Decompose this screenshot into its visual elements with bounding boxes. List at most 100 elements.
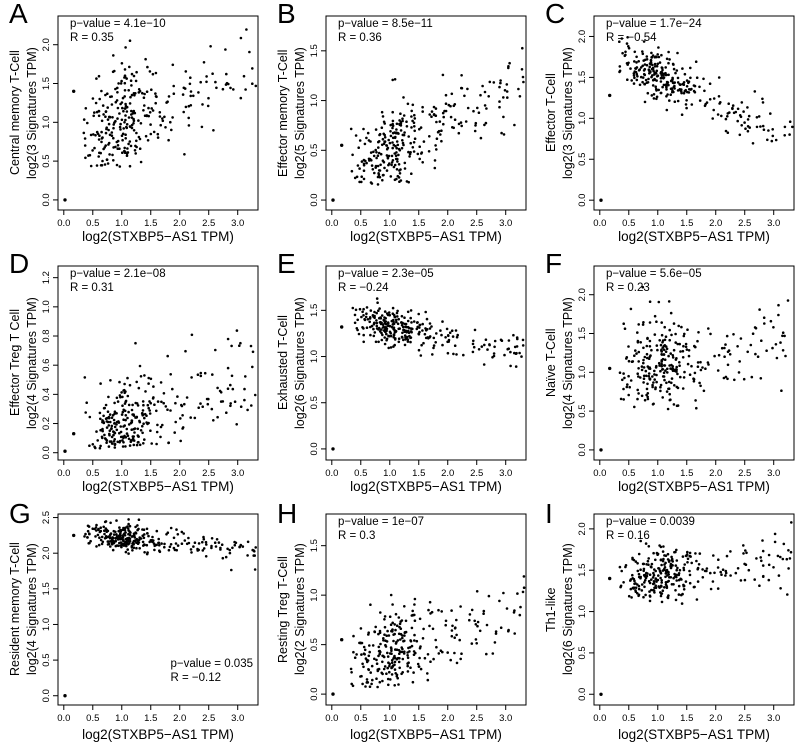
y-axis-title-B: Effector memory T-Cell log2(5 Signatures… xyxy=(276,16,308,210)
svg-text:3.0: 3.0 xyxy=(231,468,244,479)
y-axis-line2: log2(4 Signatures TPM) xyxy=(24,543,39,676)
svg-text:0.0: 0.0 xyxy=(577,688,588,701)
svg-text:0.8: 0.8 xyxy=(41,329,52,342)
panel-letter-I: I xyxy=(545,500,553,529)
svg-text:0.0: 0.0 xyxy=(325,713,338,724)
svg-text:1.0: 1.0 xyxy=(41,618,52,631)
svg-text:1.0: 1.0 xyxy=(383,713,396,724)
svg-text:1.0: 1.0 xyxy=(115,218,128,229)
svg-text:2.0: 2.0 xyxy=(173,218,186,229)
svg-text:1.5: 1.5 xyxy=(144,713,157,724)
p-value-text: p−value = 1e−07 xyxy=(338,516,425,528)
p-value-text: p−value = 8.5e−11 xyxy=(338,18,433,30)
svg-text:0.0: 0.0 xyxy=(57,218,70,229)
svg-text:1.0: 1.0 xyxy=(651,468,664,479)
x-axis-title-C: log2(STXBP5−AS1 TPM) xyxy=(618,229,770,244)
svg-text:0.5: 0.5 xyxy=(309,396,320,409)
y-axis-line2: log2(6 Signatures TPM) xyxy=(292,297,307,429)
svg-text:0.5: 0.5 xyxy=(86,713,99,724)
panel-letter-E: E xyxy=(277,250,296,279)
panel-letter-G: G xyxy=(9,500,31,529)
svg-text:0.0: 0.0 xyxy=(577,443,588,456)
svg-text:1.5: 1.5 xyxy=(144,468,157,479)
svg-text:1.0: 1.0 xyxy=(41,116,52,129)
svg-text:0.5: 0.5 xyxy=(622,713,635,724)
svg-text:0.5: 0.5 xyxy=(354,468,367,479)
y-axis-line2: log2(5 Signatures TPM) xyxy=(292,47,307,179)
y-axis-line2: log2(3 Signatures TPM) xyxy=(560,47,575,179)
r-value-text: R = 0.23 xyxy=(606,282,650,294)
panel-A: 0.0 0.5 1.0 1.5 2.0 2.5 3.0 0.0 0.5 1.0 1.5 2.0 A C… xyxy=(0,0,268,250)
panel-F: 0.0 0.5 1.0 1.5 2.0 2.5 3.0 0.0 0.5 1.0 1.5 2.0 F N… xyxy=(536,250,805,500)
svg-text:1.5: 1.5 xyxy=(41,582,52,595)
svg-text:3.0: 3.0 xyxy=(499,218,512,229)
p-value-text: p−value = 1.7e−24 xyxy=(606,18,702,30)
svg-text:0.5: 0.5 xyxy=(622,468,635,479)
svg-text:1.5: 1.5 xyxy=(577,564,588,577)
p-value-text: p−value = 2.3e−05 xyxy=(338,268,434,280)
svg-text:2.0: 2.0 xyxy=(441,468,454,479)
scatter-plot-I: 0.0 0.5 1.0 1.5 2.0 2.5 3.0 0.0 0.5 1.0 1.5 2.0 xyxy=(577,513,795,724)
panel-B: 0.0 0.5 1.0 1.5 2.0 2.5 3.0 0.0 0.5 1.0 1.5 B Effe… xyxy=(268,0,536,250)
x-axis-title-A: log2(STXBP5−AS1 TPM) xyxy=(82,229,234,244)
scatter-plot-G: 0.0 0.5 1.0 1.5 2.0 2.5 3.0 0.0 0.5 1.0 1.5 2.0 2.5 xyxy=(41,511,259,724)
y-axis-title-C: Effector T-Cell log2(3 Signatures TPM) xyxy=(544,16,576,210)
stats-annotation-G: p−value = 0.035 R = −0.12 xyxy=(171,657,254,685)
svg-text:1.0: 1.0 xyxy=(309,589,320,602)
y-axis-line2: log2(4 Signatures TPM) xyxy=(560,297,575,429)
svg-text:2.0: 2.0 xyxy=(709,218,722,229)
svg-text:0.5: 0.5 xyxy=(622,218,635,229)
svg-text:3.0: 3.0 xyxy=(767,218,780,229)
svg-text:0.0: 0.0 xyxy=(41,193,52,206)
y-axis-line2: log2(6 Signatures TPM) xyxy=(560,543,575,676)
svg-text:1.5: 1.5 xyxy=(412,713,425,724)
svg-text:1.5: 1.5 xyxy=(412,218,425,229)
svg-text:1.5: 1.5 xyxy=(309,304,320,317)
stats-annotation-A: p−value = 4.1e−10 R = 0.35 xyxy=(70,17,166,45)
svg-text:0.0: 0.0 xyxy=(325,468,338,479)
svg-text:0.0: 0.0 xyxy=(309,442,320,455)
y-axis-line1: Th1-like xyxy=(544,587,558,632)
svg-text:0.5: 0.5 xyxy=(41,155,52,168)
y-axis-line2: log2(4 Signatures TPM) xyxy=(24,297,39,429)
svg-text:0.0: 0.0 xyxy=(593,468,606,479)
scatter-plot-E: 0.0 0.5 1.0 1.5 2.0 2.5 3.0 0.0 0.5 1.0 1.5 xyxy=(309,265,527,479)
svg-text:0.5: 0.5 xyxy=(577,153,588,166)
svg-text:2.0: 2.0 xyxy=(173,468,186,479)
svg-text:0.5: 0.5 xyxy=(577,405,588,418)
scatter-plot-F: 0.0 0.5 1.0 1.5 2.0 2.5 3.0 0.0 0.5 1.0 1.5 2.0 xyxy=(577,265,795,479)
svg-text:2.5: 2.5 xyxy=(470,713,483,724)
svg-text:2.5: 2.5 xyxy=(738,218,751,229)
svg-text:0.0: 0.0 xyxy=(57,713,70,724)
svg-text:1.0: 1.0 xyxy=(383,468,396,479)
svg-text:0.0: 0.0 xyxy=(593,218,606,229)
y-axis-line1: Central memory T-Cell xyxy=(8,50,22,176)
svg-text:0.0: 0.0 xyxy=(309,688,320,701)
scatter-plot-A: 0.0 0.5 1.0 1.5 2.0 2.5 3.0 0.0 0.5 1.0 1.5 2.0 xyxy=(41,15,259,229)
svg-text:1.0: 1.0 xyxy=(309,350,320,363)
y-axis-line1: Resident memory T-Cell xyxy=(8,542,22,677)
svg-text:2.0: 2.0 xyxy=(441,713,454,724)
svg-text:1.2: 1.2 xyxy=(41,271,52,284)
svg-text:1.0: 1.0 xyxy=(577,605,588,618)
svg-text:2.0: 2.0 xyxy=(41,547,52,560)
y-axis-line2: log2(2 Signatures TPM) xyxy=(292,543,307,676)
y-axis-line1: Naïve T-Cell xyxy=(544,328,558,398)
svg-text:2.5: 2.5 xyxy=(202,468,215,479)
p-value-text: p−value = 5.6e−05 xyxy=(606,268,702,280)
svg-text:0.0: 0.0 xyxy=(41,446,52,459)
y-axis-title-A: Central memory T-Cell log2(3 Signatures … xyxy=(8,16,40,210)
stats-annotation-D: p−value = 2.1e−08 R = 0.31 xyxy=(70,267,166,295)
x-axis-title-G: log2(STXBP5−AS1 TPM) xyxy=(82,727,234,742)
scatter-plot-H: 0.0 0.5 1.0 1.5 2.0 2.5 3.0 0.0 0.5 1.0 1.5 xyxy=(309,513,527,724)
panel-C: 0.0 0.5 1.0 1.5 2.0 2.5 3.0 0.0 0.5 1.0 1.5 2.0 C E… xyxy=(536,0,805,250)
svg-text:0.0: 0.0 xyxy=(41,689,52,702)
svg-text:1.5: 1.5 xyxy=(309,539,320,552)
y-axis-line1: Effector memory T-Cell xyxy=(276,49,290,177)
p-value-text: p−value = 0.035 xyxy=(170,658,254,670)
scatter-plot-D: 0.0 0.5 1.0 1.5 2.0 2.5 3.0 0.0 0.2 0.4 0.6 0.8 1.0 1… xyxy=(41,265,259,479)
svg-text:1.0: 1.0 xyxy=(577,112,588,125)
x-axis-title-B: log2(STXBP5−AS1 TPM) xyxy=(350,229,502,244)
y-axis-title-E: Exhausted T-Cell log2(6 Signatures TPM) xyxy=(276,266,308,460)
